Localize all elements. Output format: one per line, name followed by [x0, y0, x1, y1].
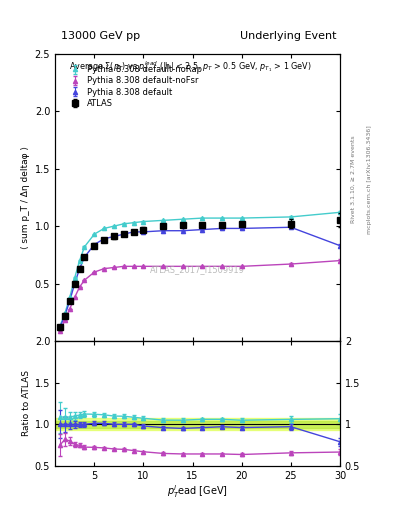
Text: Average $\Sigma(p_T)$ vs $p_T^{lead}$ ($|$h$|$ < 2.5, $p_T$ > 0.5 GeV, $p_{T_1}$: Average $\Sigma(p_T)$ vs $p_T^{lead}$ ($… [69, 59, 312, 74]
Text: Underlying Event: Underlying Event [239, 31, 336, 41]
Y-axis label: ⟨ sum p_T / Δη deltaφ ⟩: ⟨ sum p_T / Δη deltaφ ⟩ [22, 146, 31, 249]
Text: 13000 GeV pp: 13000 GeV pp [61, 31, 140, 41]
X-axis label: $p_T^{l}$ead [GeV]: $p_T^{l}$ead [GeV] [167, 483, 228, 500]
Text: mcplots.cern.ch [arXiv:1306.3436]: mcplots.cern.ch [arXiv:1306.3436] [367, 125, 372, 233]
Y-axis label: Ratio to ATLAS: Ratio to ATLAS [22, 371, 31, 436]
Text: Rivet 3.1.10, ≥ 2.7M events: Rivet 3.1.10, ≥ 2.7M events [351, 135, 356, 223]
Text: ATLAS_2017_I1509919: ATLAS_2017_I1509919 [150, 265, 245, 274]
Legend: Pythia 8.308 default-noRap, Pythia 8.308 default-noFsr, Pythia 8.308 default, AT: Pythia 8.308 default-noRap, Pythia 8.308… [65, 63, 204, 109]
